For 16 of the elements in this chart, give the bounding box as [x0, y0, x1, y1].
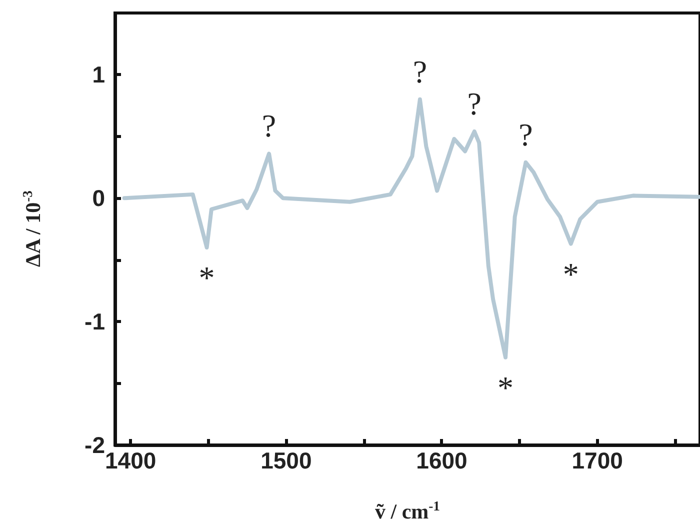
x-tick-label: 1400 — [104, 448, 156, 474]
annotation: * — [562, 256, 579, 292]
y-tick-label: -2 — [84, 432, 105, 458]
annotation: ? — [467, 85, 482, 122]
annotation: * — [198, 260, 215, 296]
x-tick-label: 1500 — [260, 448, 312, 474]
annotation: * — [498, 369, 514, 406]
y-axis-title: ΔA / 10-3 — [20, 190, 45, 267]
x-tick-label: 1700 — [572, 448, 623, 474]
annotation: ? — [412, 53, 428, 90]
annotation: ? — [518, 116, 533, 152]
y-tick-label: -1 — [84, 308, 106, 335]
x-tick-label: 1600 — [416, 448, 468, 474]
y-tick-label: 1 — [92, 62, 106, 88]
y-tick-label: 0 — [92, 185, 105, 212]
annotation: ? — [262, 108, 276, 144]
